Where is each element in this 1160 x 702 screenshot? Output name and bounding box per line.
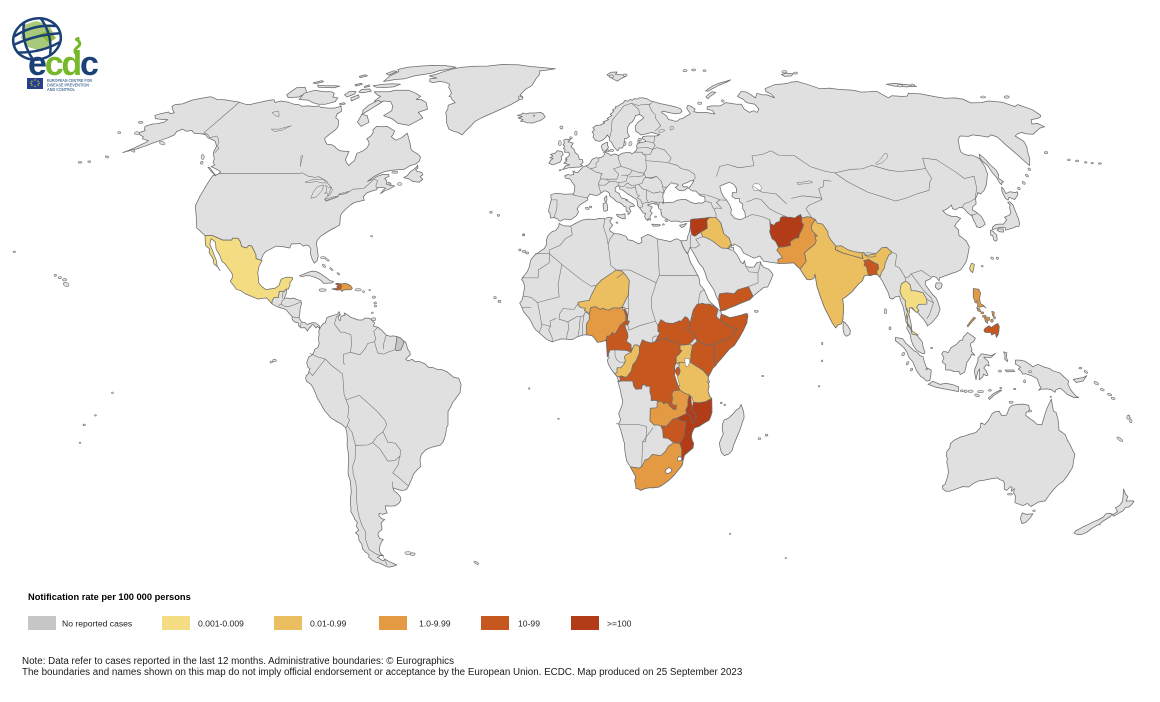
svg-text:AND CONTROL: AND CONTROL — [47, 87, 75, 92]
svg-text:>=100: >=100 — [607, 619, 632, 629]
svg-text:0.01-0.99: 0.01-0.99 — [310, 619, 347, 629]
svg-text:EUROPEAN CENTRE FOR: EUROPEAN CENTRE FOR — [47, 78, 92, 83]
svg-text:1.0-9.99: 1.0-9.99 — [419, 619, 451, 629]
svg-text:10-99: 10-99 — [518, 619, 540, 629]
svg-text:No reported cases: No reported cases — [62, 619, 132, 629]
svg-text:DISEASE PREVENTION: DISEASE PREVENTION — [47, 82, 89, 87]
svg-text:0.001-0.009: 0.001-0.009 — [198, 619, 244, 629]
